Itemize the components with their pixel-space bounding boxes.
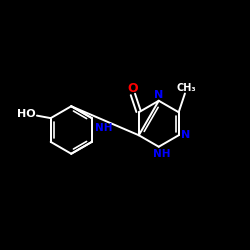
Text: O: O (127, 82, 138, 94)
Text: CH₃: CH₃ (176, 83, 196, 93)
Text: N: N (181, 130, 190, 140)
Text: N: N (154, 90, 164, 100)
Text: NH: NH (95, 123, 112, 133)
Text: NH: NH (152, 149, 170, 159)
Text: HO: HO (17, 110, 36, 120)
